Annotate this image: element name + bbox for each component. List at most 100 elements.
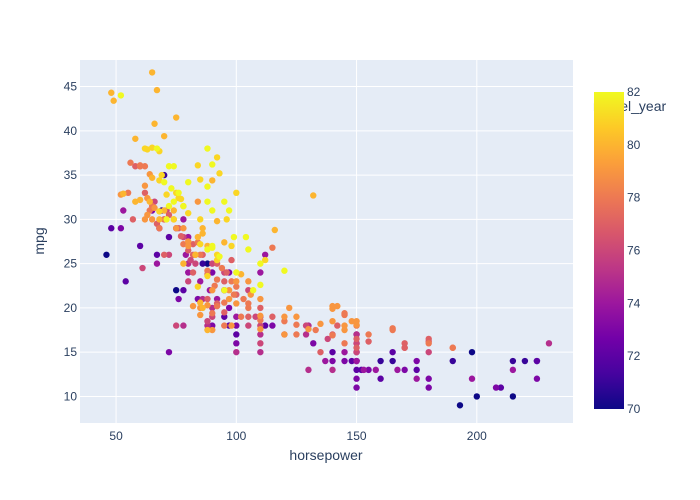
data-point bbox=[389, 325, 396, 332]
data-point bbox=[197, 240, 204, 248]
colorbar-tick-label: 82 bbox=[627, 85, 641, 99]
data-point bbox=[230, 233, 238, 241]
data-point bbox=[170, 198, 177, 205]
y-axis-ticks: 10 15 20 25 30 35 40 45 bbox=[64, 80, 78, 404]
colorbar-tick-label: 70 bbox=[627, 402, 641, 416]
data-point bbox=[425, 384, 432, 391]
y-tick-label: 10 bbox=[64, 389, 78, 403]
data-point bbox=[209, 326, 216, 334]
data-point bbox=[329, 332, 336, 339]
data-point bbox=[141, 182, 149, 189]
data-point bbox=[189, 302, 197, 310]
data-point bbox=[257, 312, 264, 320]
y-tick-label: 30 bbox=[64, 212, 78, 226]
data-point bbox=[509, 357, 517, 365]
data-point bbox=[257, 340, 264, 347]
data-point bbox=[317, 348, 324, 356]
data-point bbox=[175, 189, 182, 197]
data-point bbox=[139, 264, 146, 272]
data-point bbox=[153, 260, 161, 267]
data-point bbox=[170, 163, 177, 170]
data-point bbox=[180, 240, 187, 248]
data-point bbox=[257, 304, 264, 312]
data-point bbox=[334, 322, 341, 329]
data-point bbox=[199, 260, 206, 267]
data-point bbox=[492, 384, 500, 391]
data-point bbox=[209, 207, 216, 214]
colorbar-ticks: 70 72 74 76 78 80 82 bbox=[627, 85, 641, 416]
data-point bbox=[120, 207, 127, 214]
data-point bbox=[194, 162, 202, 169]
data-point bbox=[209, 269, 216, 276]
data-point bbox=[197, 216, 204, 223]
data-point bbox=[199, 230, 206, 237]
data-point bbox=[156, 208, 163, 215]
data-point bbox=[144, 146, 151, 153]
data-point bbox=[281, 267, 288, 274]
data-point bbox=[108, 89, 115, 96]
data-point bbox=[209, 286, 216, 294]
data-point bbox=[353, 321, 360, 328]
data-point bbox=[141, 216, 149, 223]
data-point bbox=[172, 322, 180, 329]
data-point bbox=[377, 357, 384, 365]
data-point bbox=[324, 335, 331, 343]
data-point bbox=[180, 202, 187, 210]
x-tick-label: 150 bbox=[347, 429, 367, 443]
data-point bbox=[353, 344, 360, 351]
data-point bbox=[329, 366, 336, 374]
x-tick-label: 200 bbox=[467, 429, 487, 443]
data-point bbox=[223, 216, 230, 223]
data-point bbox=[240, 295, 247, 303]
data-point bbox=[180, 225, 187, 232]
data-point bbox=[204, 295, 211, 303]
data-point bbox=[221, 309, 228, 316]
data-point bbox=[257, 331, 264, 338]
data-point bbox=[348, 317, 355, 325]
data-point bbox=[473, 393, 481, 400]
data-point bbox=[353, 366, 360, 374]
data-point bbox=[329, 357, 336, 365]
colorbar-tick-label: 78 bbox=[627, 191, 641, 205]
data-point bbox=[221, 313, 228, 320]
data-point bbox=[456, 402, 464, 409]
data-point bbox=[160, 251, 168, 258]
data-point bbox=[521, 357, 529, 365]
data-point bbox=[175, 295, 182, 303]
data-point bbox=[329, 348, 336, 356]
data-point bbox=[177, 232, 185, 240]
data-point bbox=[237, 271, 245, 278]
data-point bbox=[165, 202, 173, 210]
data-point bbox=[209, 260, 216, 267]
data-point bbox=[509, 393, 517, 400]
data-point bbox=[233, 331, 240, 338]
data-point bbox=[286, 304, 293, 312]
data-point bbox=[180, 322, 187, 329]
data-point bbox=[204, 246, 211, 253]
data-point bbox=[261, 322, 269, 329]
data-point bbox=[156, 225, 163, 232]
data-point bbox=[185, 278, 192, 285]
x-axis-ticks: 50 100 150 200 bbox=[109, 429, 487, 443]
data-point bbox=[353, 348, 360, 356]
data-point bbox=[160, 207, 168, 214]
data-point bbox=[117, 92, 125, 99]
data-point bbox=[341, 357, 348, 365]
data-point bbox=[341, 310, 348, 317]
data-point bbox=[413, 366, 420, 374]
y-tick-label: 40 bbox=[64, 124, 78, 138]
data-point bbox=[213, 295, 221, 303]
data-point bbox=[293, 321, 300, 328]
data-point bbox=[194, 233, 202, 241]
x-axis-title: horsepower bbox=[289, 447, 362, 463]
data-point bbox=[257, 325, 264, 333]
data-point bbox=[225, 207, 233, 214]
data-point bbox=[389, 357, 396, 365]
data-point bbox=[197, 251, 204, 258]
data-point bbox=[261, 251, 269, 258]
data-point bbox=[372, 366, 379, 374]
data-point bbox=[163, 216, 170, 223]
data-point bbox=[160, 132, 168, 140]
data-point bbox=[225, 295, 233, 303]
data-point bbox=[185, 209, 192, 217]
